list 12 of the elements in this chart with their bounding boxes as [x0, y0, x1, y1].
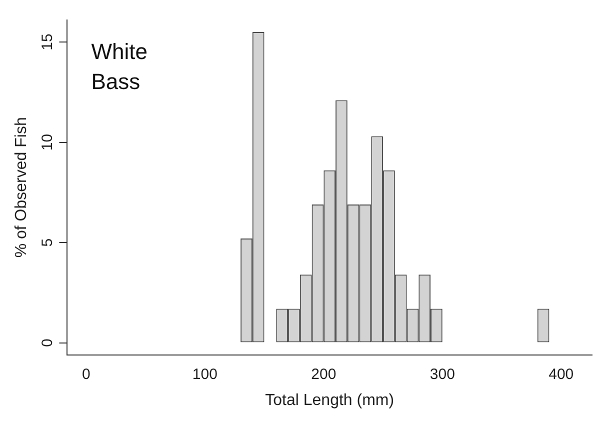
x-tick-label: 0	[82, 366, 90, 383]
y-tick-label: 5	[39, 238, 56, 247]
y-axis-title: % of Observed Fish	[13, 117, 30, 258]
x-tick-label: 200	[311, 366, 336, 383]
x-tick-label: 100	[192, 366, 218, 383]
y-tick-label: 0	[39, 338, 56, 347]
x-tick-label: 400	[548, 366, 574, 383]
y-tick-label: 15	[39, 34, 56, 50]
x-axis-title: Total Length (mm)	[265, 392, 394, 409]
x-tick-label: 300	[430, 366, 455, 383]
y-tick-label: 10	[39, 134, 56, 151]
annotation: White Bass	[91, 39, 148, 94]
